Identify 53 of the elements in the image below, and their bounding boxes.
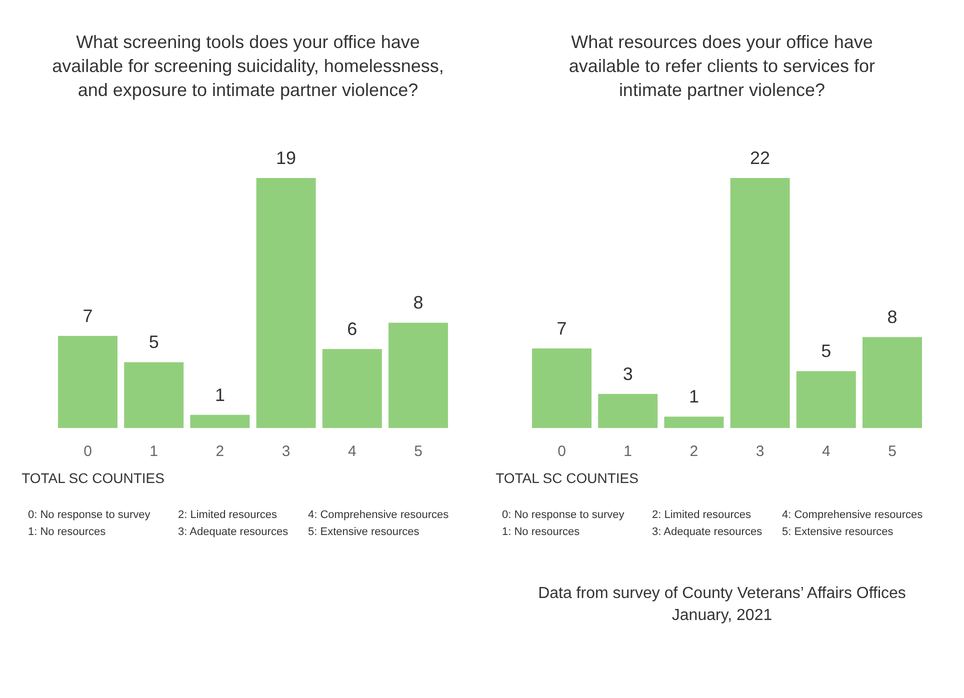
data-label: 1	[688, 386, 699, 407]
text: 5: Extensive resources	[308, 526, 420, 538]
data-label: 8	[887, 307, 898, 328]
text: 0: No response to survey	[28, 509, 151, 521]
text: 1: No resources	[502, 526, 580, 538]
bar	[664, 416, 724, 428]
bar	[598, 394, 658, 428]
bar	[796, 371, 856, 428]
chart-title: What screening tools does your office have available for screening suicidality, homelessness, and exposure to intimate partner violence?	[52, 32, 444, 100]
bar	[190, 414, 250, 428]
data-label: 19	[276, 148, 296, 168]
x-tick-label: 3	[282, 443, 290, 460]
bar	[58, 336, 118, 428]
x-tick-label: 2	[690, 443, 698, 460]
bar	[730, 178, 790, 428]
text: 3: Adequate resources	[652, 526, 763, 538]
x-tick-label: 1	[624, 443, 632, 460]
text: 5: Extensive resources	[782, 526, 894, 538]
data-label: 8	[413, 292, 424, 313]
text: 0: No response to survey	[502, 509, 625, 521]
x-tick-label: 0	[84, 443, 92, 460]
x-tick-label: 5	[888, 443, 896, 460]
bar	[862, 337, 922, 428]
text: 3: Adequate resources	[178, 526, 289, 538]
text: Data from survey of County Veterans’ Affairs Offices January, 2021	[538, 585, 906, 624]
x-tick-label: 1	[150, 443, 158, 460]
bar	[124, 362, 184, 428]
text: 2: Limited resources	[178, 509, 278, 521]
text: 1: No resources	[28, 526, 106, 538]
text: 4: Comprehensive resources	[308, 509, 450, 521]
y-axis-title: TOTAL SC COUNTIES	[22, 470, 164, 486]
data-label: 7	[556, 318, 567, 338]
data-label: 22	[750, 148, 770, 168]
y-axis-title: TOTAL SC COUNTIES	[496, 470, 638, 486]
data-label: 7	[82, 306, 93, 326]
bar	[388, 322, 448, 428]
text: 4: Comprehensive resources	[782, 509, 924, 521]
bar	[532, 348, 592, 428]
chart-title: What resources does your office have available to refer clients to services for intimate partner violence?	[568, 32, 876, 100]
data-label: 3	[622, 364, 633, 384]
bar	[256, 178, 316, 428]
data-label: 6	[347, 319, 358, 340]
x-tick-label: 4	[348, 443, 356, 460]
x-tick-label: 2	[216, 443, 224, 460]
x-tick-label: 3	[756, 443, 764, 460]
x-tick-label: 4	[822, 443, 830, 460]
x-tick-label: 0	[558, 443, 566, 460]
data-label: 5	[148, 332, 159, 352]
bar	[322, 349, 382, 428]
text: 2: Limited resources	[652, 509, 752, 521]
data-label: 1	[214, 384, 225, 405]
data-label: 5	[821, 341, 832, 362]
x-tick-label: 5	[414, 443, 422, 460]
